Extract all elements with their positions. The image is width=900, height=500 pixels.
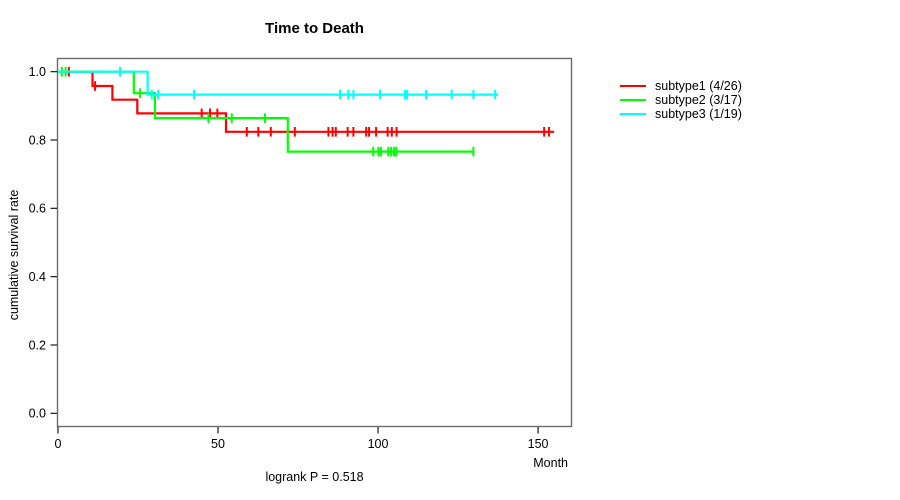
y-tick-label: 0.6	[29, 202, 46, 216]
legend-line-swatch	[620, 85, 646, 87]
x-tick-label: 100	[368, 437, 389, 451]
legend-line-swatch	[620, 99, 646, 101]
logrank-pvalue-text: logrank P = 0.518	[265, 470, 364, 484]
y-tick-label: 0.4	[29, 270, 46, 284]
x-tick-label: 150	[528, 437, 549, 451]
legend-label: subtype1 (4/26)	[655, 79, 742, 93]
legend: subtype1 (4/26) subtype2 (3/17) subtype3 (…	[620, 79, 742, 121]
km-curve-subtype3	[58, 70, 499, 96]
legend-label: subtype2 (3/17)	[655, 93, 742, 107]
legend-label: subtype3 (1/19)	[655, 107, 742, 121]
km-curve-subtype1	[58, 70, 555, 133]
legend-item-subtype2: subtype2 (3/17)	[620, 93, 742, 107]
x-axis-label: Month	[533, 456, 568, 470]
y-tick-label: 0.2	[29, 338, 46, 352]
legend-item-subtype1: subtype1 (4/26)	[620, 79, 742, 93]
x-tick-label: 0	[54, 437, 61, 451]
km-curve-subtype2	[58, 70, 474, 153]
chart-title: Time to Death	[265, 20, 364, 37]
y-tick-label: 0.8	[29, 133, 46, 147]
y-axis-label: cumulative survival rate	[7, 189, 21, 321]
x-tick-label: 50	[211, 437, 225, 451]
legend-line-swatch	[620, 113, 646, 115]
y-tick-label: 1.0	[29, 65, 46, 79]
legend-item-subtype3: subtype3 (1/19)	[620, 107, 742, 121]
plot-box	[56, 57, 573, 428]
y-tick-label: 0.0	[29, 407, 46, 421]
